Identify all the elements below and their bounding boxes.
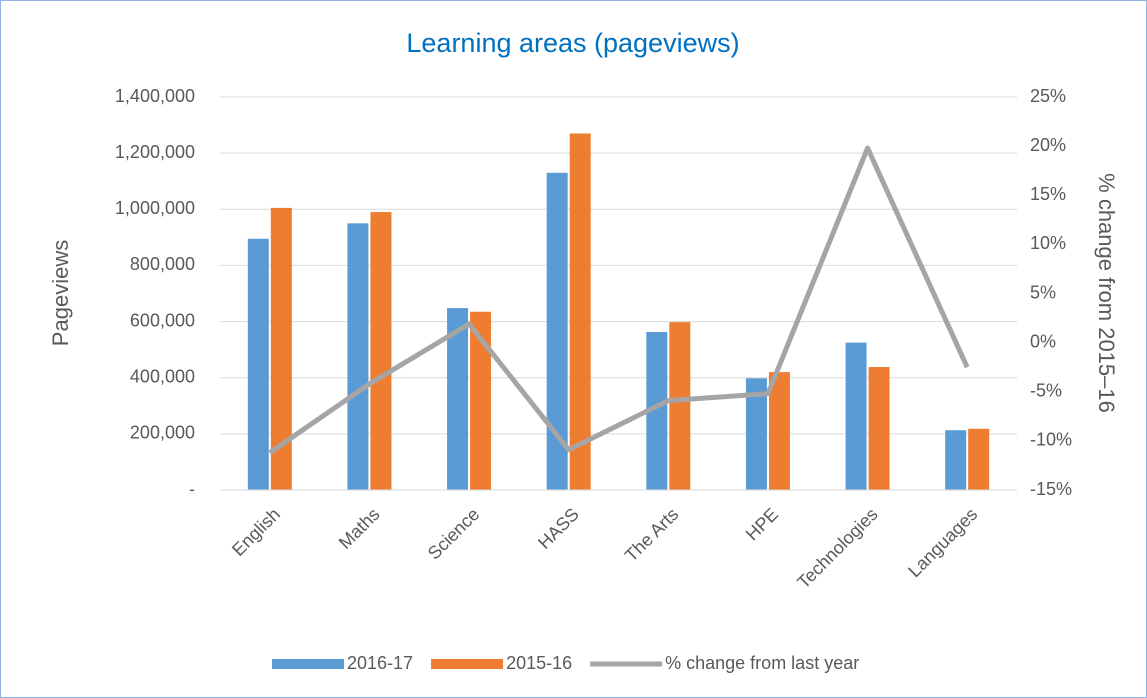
bar	[768, 372, 790, 490]
y2-tick-label: 0%	[1030, 331, 1056, 351]
legend-label: 2015-16	[506, 653, 572, 673]
bar	[646, 331, 668, 490]
bar	[868, 367, 890, 490]
bar	[669, 322, 691, 490]
y-axis-title: Pageviews	[48, 240, 73, 346]
y-tick-label: 1,400,000	[115, 86, 195, 106]
bar	[470, 311, 492, 490]
chart-title: Learning areas (pageviews)	[406, 28, 739, 58]
legend-label: % change from last year	[665, 653, 859, 673]
y2-axis-title: % change from 2015–16	[1094, 173, 1119, 413]
bar	[270, 207, 292, 490]
line-series	[268, 145, 970, 455]
y2-tick-label: -5%	[1030, 381, 1062, 401]
y-tick-label: 800,000	[130, 254, 195, 274]
y-tick-label: 1,200,000	[115, 142, 195, 162]
y2-tick-label: 15%	[1030, 184, 1066, 204]
y2-tick-label: 5%	[1030, 282, 1056, 302]
bar	[447, 308, 469, 490]
y2-tick-label: 10%	[1030, 233, 1066, 253]
y-tick-label: 600,000	[130, 310, 195, 330]
y-tick-label: 1,000,000	[115, 198, 195, 218]
bar	[745, 378, 767, 490]
bar	[370, 212, 392, 491]
legend-swatch	[272, 659, 344, 669]
y2-tick-label: 20%	[1030, 135, 1066, 155]
bar	[569, 133, 591, 490]
y2-tick-label: -15%	[1030, 479, 1072, 499]
bar	[247, 238, 269, 490]
bar	[347, 223, 369, 491]
bar	[945, 430, 967, 490]
y2-tick-label: 25%	[1030, 86, 1066, 106]
y-tick-label: 400,000	[130, 366, 195, 386]
bar	[968, 428, 990, 490]
y-tick-label: -	[189, 479, 195, 499]
legend-swatch	[431, 659, 504, 669]
bar	[546, 172, 568, 491]
legend-label: 2016-17	[347, 653, 413, 673]
y2-tick-label: -10%	[1030, 430, 1072, 450]
bar	[845, 342, 867, 490]
y-tick-label: 200,000	[130, 423, 195, 443]
